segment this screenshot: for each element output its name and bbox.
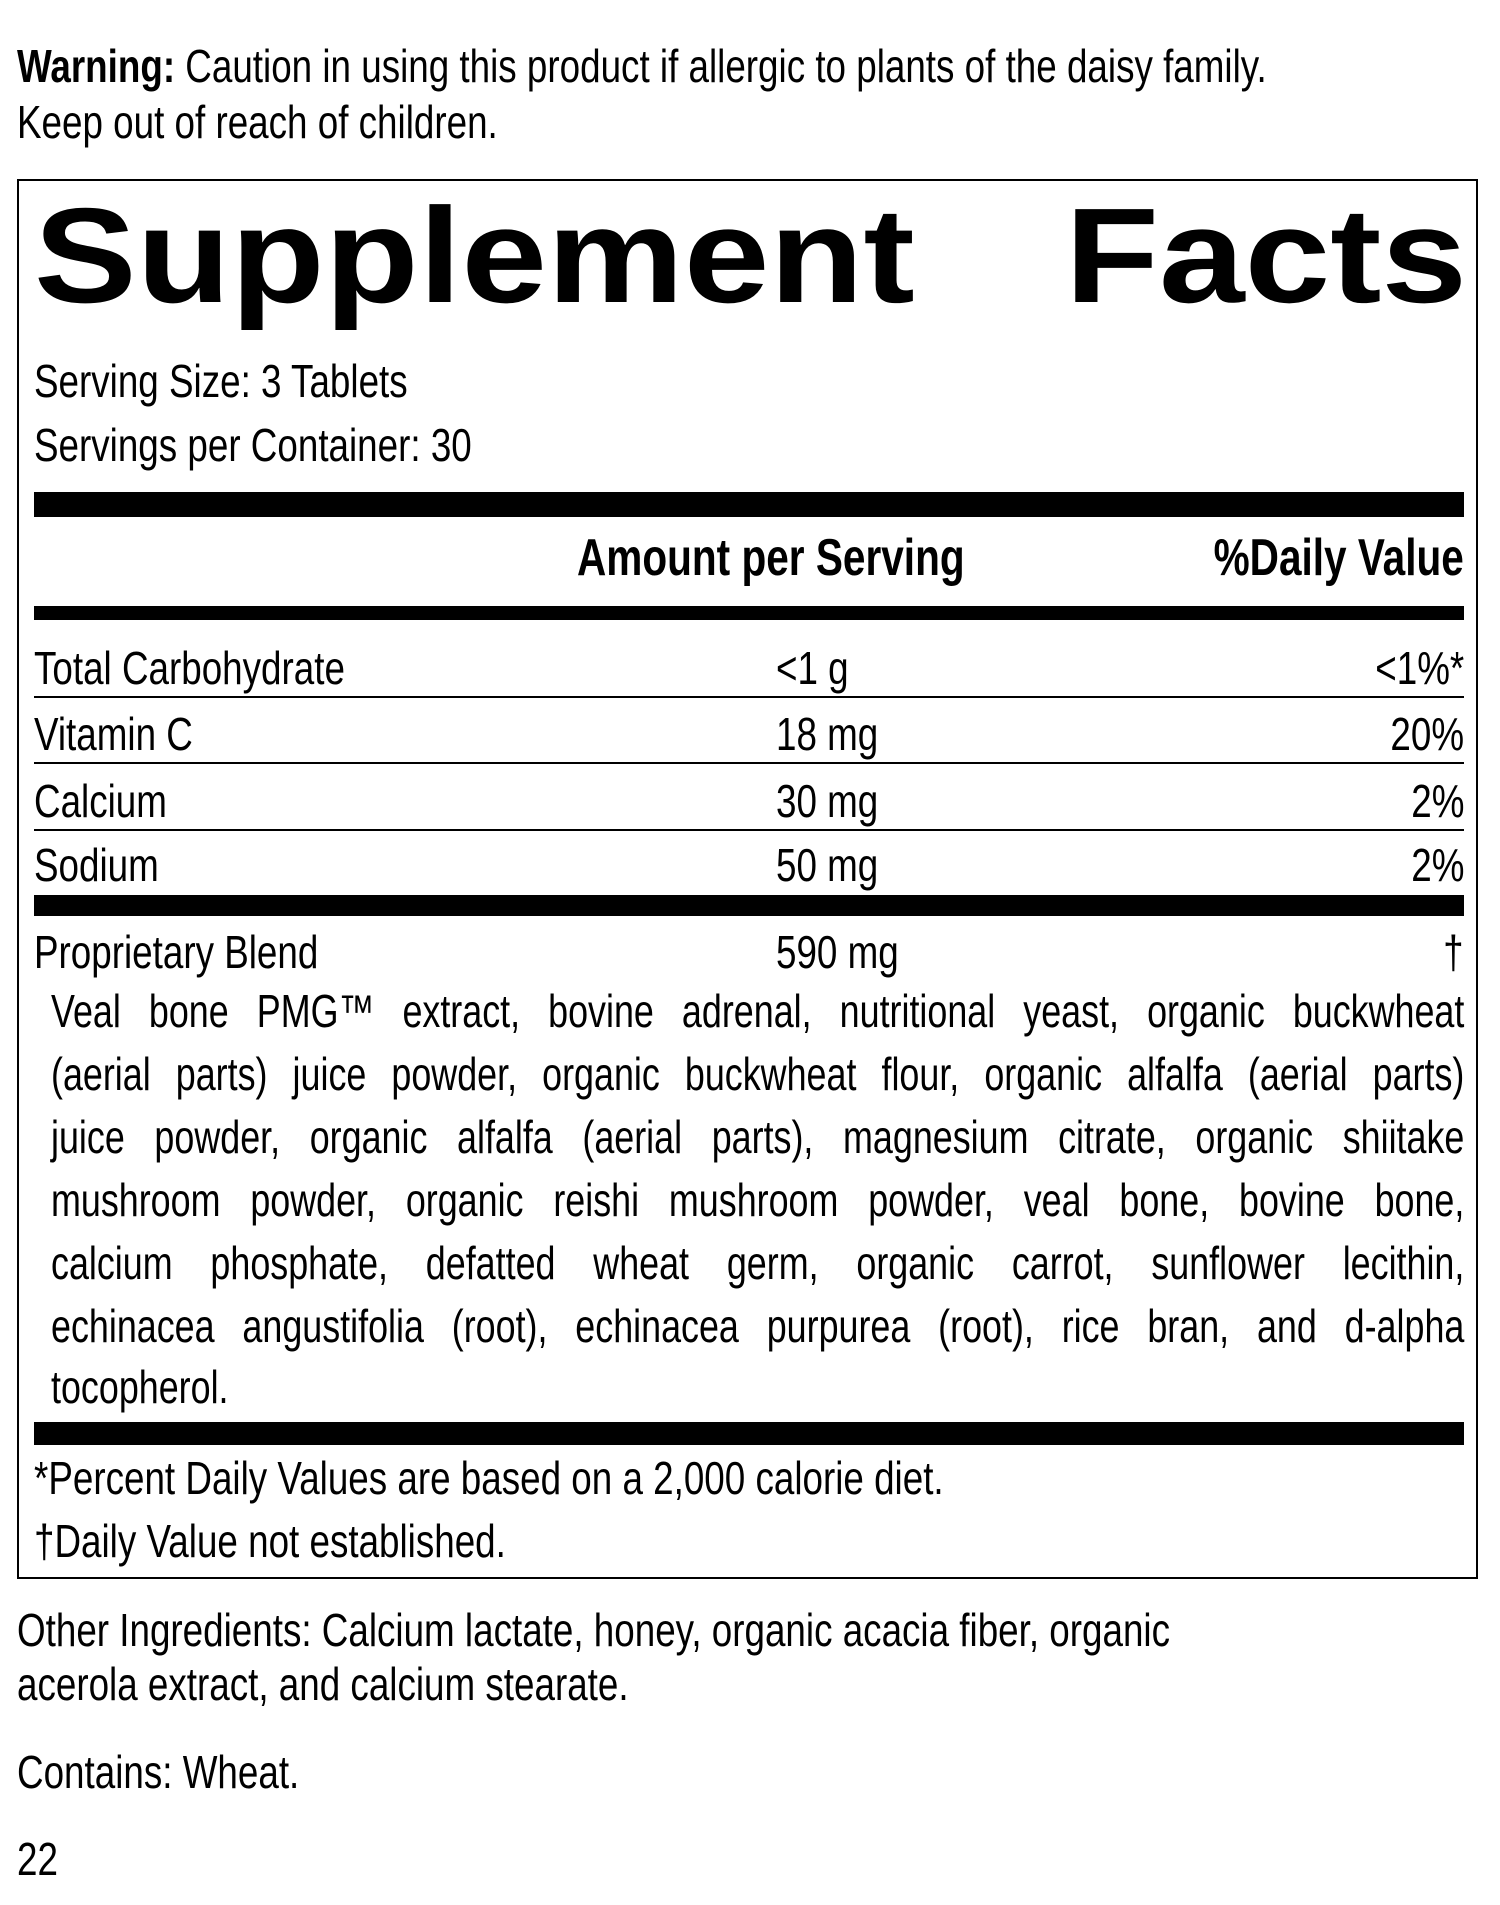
- header-daily-value: %Daily Value: [1213, 529, 1464, 587]
- page-number: 22: [17, 1833, 58, 1885]
- footnote-daily-values: *Percent Daily Values are based on a 2,0…: [34, 1452, 944, 1504]
- nutrient-name: Sodium: [34, 839, 159, 891]
- nutrient-dv: 2%: [1410, 775, 1464, 827]
- row-divider: [34, 829, 1464, 831]
- nutrient-name: Calcium: [34, 775, 167, 827]
- nutrient-amount: <1 g: [776, 642, 849, 694]
- ingredient-line: Veal bone PMG™ extract, bovine adrenal, …: [51, 985, 1465, 1037]
- ingredient-line: (aerial parts) juice powder, organic buc…: [51, 1048, 1465, 1100]
- blend-amount: 590 mg: [776, 926, 899, 978]
- thick-divider: [34, 492, 1464, 517]
- ingredient-line: mushroom powder, organic reishi mushroom…: [51, 1174, 1465, 1226]
- warning-label: Warning:: [17, 40, 176, 92]
- ingredient-line: echinacea angustifolia (root), echinacea…: [51, 1300, 1465, 1352]
- thick-divider: [34, 1422, 1464, 1445]
- medium-divider: [34, 606, 1464, 620]
- warning-text: Warning: Caution in using this product i…: [17, 40, 1267, 92]
- serving-size: Serving Size: 3 Tablets: [34, 355, 408, 407]
- thick-divider: [34, 895, 1464, 916]
- row-divider: [34, 762, 1464, 764]
- nutrient-dv: 20%: [1390, 708, 1464, 760]
- nutrient-amount: 30 mg: [776, 775, 879, 827]
- nutrient-name: Total Carbohydrate: [34, 642, 345, 694]
- panel-title-word1: Supplement: [34, 180, 915, 331]
- ingredient-line: tocopherol.: [51, 1361, 229, 1413]
- panel-title-word2: Facts: [1065, 180, 1468, 331]
- blend-name: Proprietary Blend: [34, 926, 319, 978]
- row-divider: [34, 696, 1464, 698]
- nutrient-amount: 18 mg: [776, 708, 879, 760]
- header-amount: Amount per Serving: [577, 529, 965, 587]
- allergen-statement: Contains: Wheat.: [17, 1746, 300, 1798]
- warning-line2: Keep out of reach of children.: [17, 96, 498, 148]
- nutrient-amount: 50 mg: [776, 839, 879, 891]
- ingredient-line: calcium phosphate, defatted wheat germ, …: [51, 1237, 1465, 1289]
- nutrient-name: Vitamin C: [34, 708, 193, 760]
- nutrient-dv: <1%*: [1375, 642, 1464, 694]
- other-ingredients-line1: Other Ingredients: Calcium lactate, hone…: [17, 1604, 1171, 1656]
- nutrient-dv: 2%: [1410, 839, 1464, 891]
- footnote-dagger: †Daily Value not established.: [34, 1515, 506, 1567]
- blend-dv: †: [1443, 926, 1464, 978]
- supplement-facts-panel: [17, 179, 1478, 1579]
- ingredient-line: juice powder, organic alfalfa (aerial pa…: [51, 1111, 1465, 1163]
- other-ingredients-line2: acerola extract, and calcium stearate.: [17, 1658, 629, 1710]
- servings-per-container: Servings per Container: 30: [34, 419, 472, 471]
